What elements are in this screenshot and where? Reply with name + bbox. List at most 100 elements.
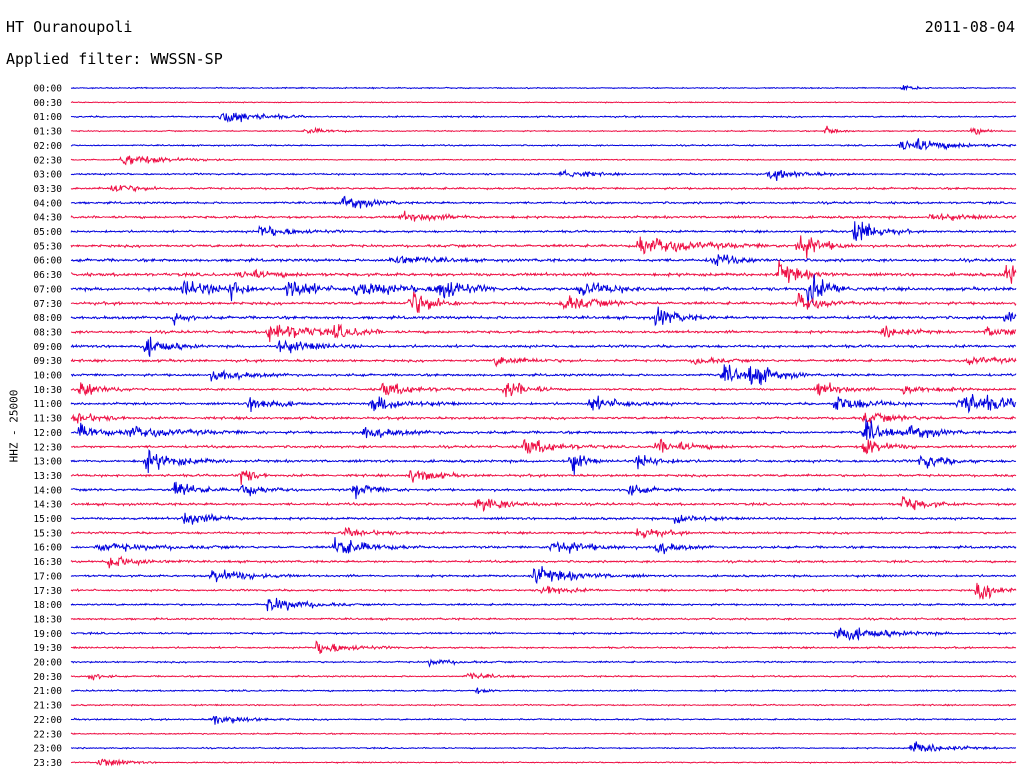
trace-0400 (70, 195, 1017, 209)
tick-label-2230: 22:30 (33, 729, 62, 740)
tick-label-1730: 17:30 (33, 586, 62, 597)
trace-0630 (70, 260, 1017, 284)
tick-label-0330: 03:30 (33, 184, 62, 195)
tick-label-2300: 23:00 (33, 744, 62, 755)
trace-2100 (71, 687, 1017, 695)
trace-0000 (70, 84, 1016, 92)
trace-1100 (70, 394, 1017, 414)
tick-label-0230: 02:30 (33, 155, 62, 166)
tick-label-0900: 09:00 (33, 342, 62, 353)
trace-0600 (70, 254, 1017, 267)
trace-1430 (70, 496, 1017, 513)
tick-label-2330: 23:30 (33, 758, 62, 769)
trace-0300 (70, 168, 1017, 182)
tick-label-1130: 11:30 (33, 414, 62, 425)
trace-2330 (70, 758, 1017, 767)
tick-label-1030: 10:30 (33, 385, 62, 396)
tick-label-0500: 05:00 (33, 227, 62, 238)
tick-label-2100: 21:00 (33, 686, 62, 697)
tick-label-1000: 10:00 (33, 371, 62, 382)
trace-0030 (70, 101, 1017, 104)
tick-label-0130: 01:30 (33, 127, 62, 138)
tick-label-0530: 05:30 (33, 241, 62, 252)
tick-label-0830: 08:30 (33, 327, 62, 338)
tick-label-0000: 00:00 (33, 84, 62, 95)
trace-2300 (70, 741, 1017, 753)
tick-label-1230: 12:30 (33, 442, 62, 453)
trace-1530 (70, 526, 1017, 539)
trace-2130 (70, 703, 1017, 707)
tick-label-1900: 19:00 (33, 629, 62, 640)
trace-0700 (70, 274, 1017, 308)
tick-label-1930: 19:30 (33, 643, 62, 654)
trace-2030 (70, 672, 1017, 681)
trace-1630 (70, 555, 1017, 569)
trace-0730 (70, 291, 1017, 313)
trace-1130 (70, 412, 1017, 424)
trace-2200 (70, 715, 1017, 725)
trace-1600 (70, 537, 1017, 555)
tick-label-0800: 08:00 (33, 313, 62, 324)
tick-label-1300: 13:00 (33, 457, 62, 468)
tick-label-1800: 18:00 (33, 600, 62, 611)
time-labels: 00:00 00:30 01:00 01:30 02:00 02:30 03:00 03:30… (33, 84, 62, 769)
trace-1700 (70, 566, 1017, 585)
trace-0430 (70, 210, 1017, 222)
trace-2000 (70, 658, 1017, 668)
tick-label-1330: 13:30 (33, 471, 62, 482)
tick-label-1430: 14:30 (33, 500, 62, 511)
tick-label-2030: 20:30 (33, 672, 62, 683)
trace-0530 (70, 235, 1017, 259)
tick-label-1500: 15:00 (33, 514, 62, 525)
trace-0500 (70, 221, 1017, 241)
tick-label-0630: 06:30 (33, 270, 62, 281)
trace-0330 (70, 184, 1017, 193)
trace-0930 (70, 356, 1017, 368)
tick-label-1100: 11:00 (33, 399, 62, 410)
tick-label-0730: 07:30 (33, 299, 62, 310)
trace-1830 (70, 616, 1017, 622)
filter-label: Applied filter: WWSSN-SP (6, 50, 223, 68)
tick-label-2200: 22:00 (33, 715, 62, 726)
trace-1230 (70, 438, 1017, 455)
tick-label-0300: 03:00 (33, 170, 62, 181)
tick-label-0430: 04:30 (33, 213, 62, 224)
tick-label-0100: 01:00 (33, 112, 62, 123)
tick-label-1530: 15:30 (33, 528, 62, 539)
trace-1330 (70, 470, 1017, 485)
trace-0230 (70, 155, 1017, 166)
trace-1800 (70, 597, 1017, 612)
trace-0200 (70, 138, 1017, 151)
tick-label-0400: 04:00 (33, 198, 62, 209)
trace-2230 (70, 732, 1017, 736)
tick-label-2130: 21:30 (33, 701, 62, 712)
tick-label-0200: 02:00 (33, 141, 62, 152)
tick-label-0930: 09:30 (33, 356, 62, 367)
trace-0100 (70, 112, 1017, 123)
date-label: 2011-08-04 (924, 18, 1015, 36)
station-title: HT Ouranoupoli (6, 18, 133, 36)
trace-1030 (70, 382, 1017, 398)
trace-1300 (70, 449, 1017, 476)
trace-0830 (70, 323, 1017, 343)
trace-1930 (70, 640, 1017, 654)
trace-rows (70, 84, 1017, 767)
tick-label-1700: 17:00 (33, 571, 62, 582)
tick-label-0700: 07:00 (33, 284, 62, 295)
tick-label-1830: 18:30 (33, 614, 62, 625)
trace-1900 (70, 627, 1017, 642)
trace-1730 (70, 582, 1017, 600)
tick-label-1400: 14:00 (33, 485, 62, 496)
trace-1000 (70, 364, 1017, 386)
tick-label-0600: 06:00 (33, 256, 62, 267)
tick-label-0030: 00:30 (33, 98, 62, 109)
trace-1400 (70, 481, 1017, 500)
trace-0900 (70, 336, 1017, 357)
trace-0130 (70, 125, 1017, 136)
tick-label-1600: 16:00 (33, 543, 62, 554)
tick-label-2000: 20:00 (33, 658, 62, 669)
tick-label-1630: 16:30 (33, 557, 62, 568)
trace-1500 (70, 512, 1017, 525)
trace-1200 (70, 418, 1017, 440)
